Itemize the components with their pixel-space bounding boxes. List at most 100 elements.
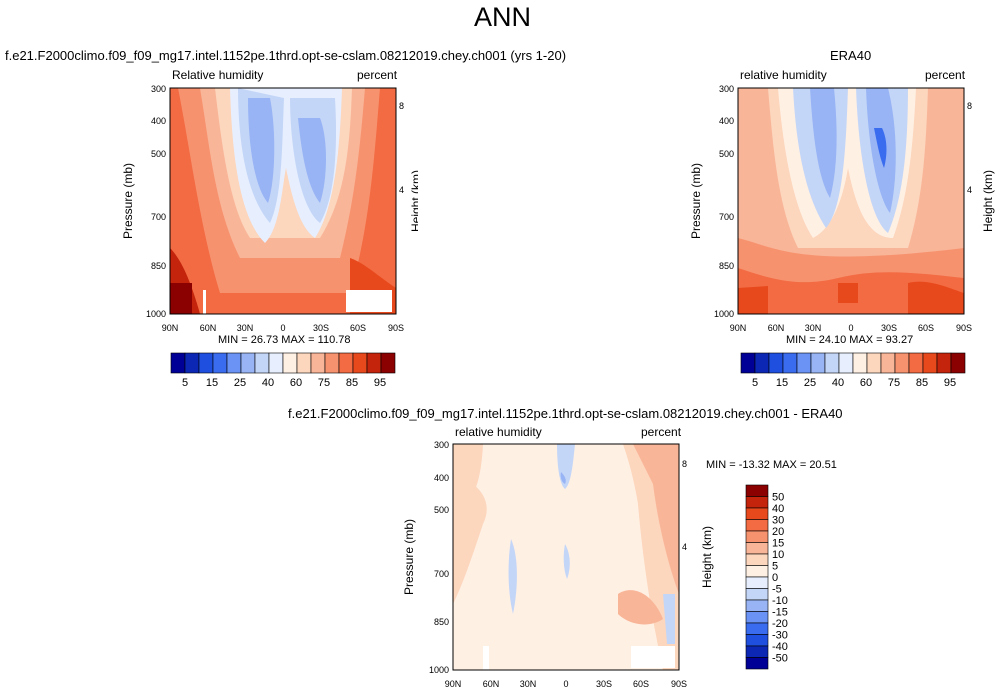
colorbar-3-label: -50 xyxy=(772,653,788,665)
panel-1-field-max-2 xyxy=(170,283,192,314)
panel-2-field-max-1 xyxy=(738,286,768,314)
panel-1-x-ticks: 90N 60N 30N 0 30S 60S 90S xyxy=(162,323,404,333)
panel-1-x-tick-90n: 90N xyxy=(162,323,179,333)
colorbar-2-swatch xyxy=(768,352,784,374)
panel-2-y-tick-1000: 1000 xyxy=(714,309,734,319)
panel-2-right-label: percent xyxy=(925,68,966,82)
colorbar-3-label: 5 xyxy=(772,561,778,573)
colorbar-3-swatch xyxy=(745,645,769,658)
colorbar-3-swatch xyxy=(745,599,769,612)
colorbar-1-label-25: 25 xyxy=(234,377,246,389)
panel-3-y2-tick-4: 4 xyxy=(682,542,687,552)
colorbar-2-swatch xyxy=(866,352,882,374)
colorbar-1-label-15: 15 xyxy=(206,377,218,389)
panel-1-y-tick-850: 850 xyxy=(151,261,166,271)
colorbar-3-label: -10 xyxy=(772,595,788,607)
colorbar-3-swatch xyxy=(745,576,769,589)
colorbar-1-swatch xyxy=(268,352,284,374)
panel-2-y-ticks: 300 400 500 700 850 1000 xyxy=(714,84,734,319)
panel-3-field-band-neg10 xyxy=(560,472,566,484)
panel-2-ylabel: Pressure (mb) xyxy=(689,163,703,239)
panel-3-y-tick-1000: 1000 xyxy=(429,665,449,675)
colorbar-1-swatch xyxy=(366,352,382,374)
colorbar-1-label-60: 60 xyxy=(290,377,302,389)
panel-2-y-tick-850: 850 xyxy=(719,261,734,271)
panel-1-y-tick-300: 300 xyxy=(151,84,166,94)
colorbar-2-swatch xyxy=(782,352,798,374)
panel-1-x-tick-60n: 60N xyxy=(200,323,217,333)
colorbar-1-swatch xyxy=(240,352,256,374)
colorbar-2-swatch xyxy=(922,352,938,374)
colorbar-3-swatch xyxy=(745,622,769,635)
panel-3-y-tick-400: 400 xyxy=(434,473,449,483)
colorbar-1-swatch xyxy=(184,352,200,374)
colorbar-2-swatch xyxy=(880,352,896,374)
colorbar-3-label: 50 xyxy=(772,492,784,504)
colorbar-3-label: 40 xyxy=(772,503,784,515)
colorbar-1-swatch xyxy=(310,352,326,374)
panel-3-y-tick-300: 300 xyxy=(434,440,449,450)
panel-2-x-tick-90s: 90S xyxy=(956,323,972,333)
colorbar-1-swatch xyxy=(226,352,242,374)
colorbar-3-label: 30 xyxy=(772,515,784,527)
panel-2-y2-tick-8: 8 xyxy=(967,101,972,111)
panel-2-min-max: MIN = 24.10 MAX = 93.27 xyxy=(786,334,914,346)
panel-2-x-tick-90n: 90N xyxy=(730,323,747,333)
colorbar-3-swatch xyxy=(745,496,769,509)
panel-2-left-label: relative humidity xyxy=(740,68,827,82)
colorbar-2-swatch xyxy=(740,352,756,374)
colorbar-3-label: -40 xyxy=(772,641,788,653)
panel-1-x-tick-30s: 30S xyxy=(313,323,329,333)
panel-3-y2label: Height (km) xyxy=(700,526,714,588)
colorbar-2-swatch xyxy=(894,352,910,374)
colorbar-3-swatch xyxy=(745,634,769,647)
panel-1-y2-tick-8: 8 xyxy=(399,101,404,111)
colorbar-2-label-40: 40 xyxy=(832,377,844,389)
panel-1-x-tick-0: 0 xyxy=(280,323,285,333)
panel-1-x-tick-30n: 30N xyxy=(237,323,254,333)
colorbar-2-labels: 5 15 25 40 60 75 85 95 xyxy=(752,377,956,389)
panel-1-title: f.e21.F2000climo.f09_f09_mg17.intel.1152… xyxy=(5,48,567,63)
panel-3-ylabel: Pressure (mb) xyxy=(402,519,416,595)
colorbar-1-swatch xyxy=(352,352,368,374)
panel-2-plot: 300 400 500 700 850 1000 8 4 90N 60N 30N… xyxy=(689,84,995,333)
colorbar-1-label-85: 85 xyxy=(346,377,358,389)
panel-3-field-band-neg5c xyxy=(563,544,570,579)
colorbar-2-swatch xyxy=(908,352,924,374)
panel-3-right-label: percent xyxy=(641,425,682,439)
panel-2-y2label: Height (km) xyxy=(981,170,995,232)
panel-1-y-tick-500: 500 xyxy=(151,149,166,159)
colorbar-3-swatch xyxy=(745,484,769,497)
panel-2-x-tick-60n: 60N xyxy=(768,323,785,333)
panel-2-x-tick-30n: 30N xyxy=(805,323,822,333)
panel-3-x-tick-60n: 60N xyxy=(483,679,500,689)
colorbar-3-swatch xyxy=(745,519,769,532)
panel-3-x-tick-30n: 30N xyxy=(520,679,537,689)
colorbar-3-label: 20 xyxy=(772,526,784,538)
colorbar-2-label-95: 95 xyxy=(944,377,956,389)
panel-3-frame xyxy=(452,443,680,671)
colorbar-1-swatch xyxy=(212,352,228,374)
colorbar-2-label-5: 5 xyxy=(752,377,758,389)
colorbar-2-swatch xyxy=(838,352,854,374)
panel-3-y-tick-700: 700 xyxy=(434,569,449,579)
panel-3-y-ticks: 300 400 500 700 850 1000 xyxy=(429,440,449,675)
panel-2-x-ticks: 90N 60N 30N 0 30S 60S 90S xyxy=(730,323,972,333)
panel-3-field-band-10b xyxy=(618,590,663,625)
panel-2-y-tick-300: 300 xyxy=(719,84,734,94)
panel-1-field-band-5a xyxy=(248,98,275,203)
panel-1-y-tick-1000: 1000 xyxy=(146,309,166,319)
panel-2-x-tick-0: 0 xyxy=(848,323,853,333)
panel-3-missing-1 xyxy=(483,646,489,670)
colorbar-3-label: 15 xyxy=(772,538,784,550)
colorbar-2: 5 15 25 40 60 75 85 95 xyxy=(740,352,966,389)
panel-3-y-tick-850: 850 xyxy=(434,617,449,627)
panel-3-x-tick-0: 0 xyxy=(563,679,568,689)
colorbar-2-swatch xyxy=(936,352,952,374)
panel-3-x-tick-90n: 90N xyxy=(445,679,462,689)
colorbar-1-label-5: 5 xyxy=(182,377,188,389)
colorbar-3-swatch xyxy=(745,611,769,624)
colorbar-1-swatch xyxy=(380,352,396,374)
panel-2-y-tick-700: 700 xyxy=(719,212,734,222)
